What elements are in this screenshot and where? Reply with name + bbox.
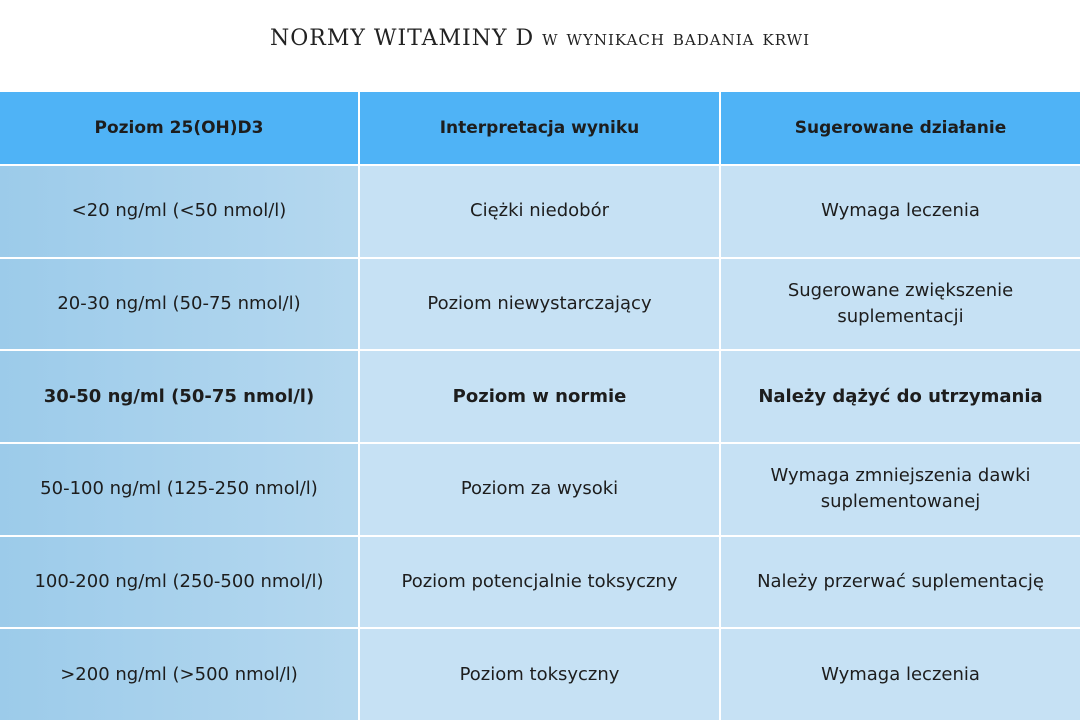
table-cell: Poziom za wysoki [360, 443, 719, 535]
title: NORMY WITAMINY D w wynikach badania krwi [269, 26, 811, 51]
table-cell: Należy dążyć do utrzymania [721, 351, 1080, 442]
table-cell: Poziom toksyczny [360, 629, 719, 720]
table-cell: 20-30 ng/ml (50-75 nmol/l) [0, 258, 358, 350]
table-cell: Wymaga zmniejszenia dawki suplementowane… [721, 443, 1080, 535]
column-header: Sugerowane działanie [721, 92, 1080, 164]
table-cell: Sugerowane zwiększenie suplementacji [721, 258, 1080, 350]
table-cell: >200 ng/ml (>500 nmol/l) [0, 629, 358, 720]
table-cell: Poziom niewystarczający [360, 258, 719, 350]
table-cell: Wymaga leczenia [721, 166, 1080, 257]
column-header: Interpretacja wyniku [360, 92, 719, 164]
table: Poziom 25(OH)D3 Interpretacja wyniku Suger… [0, 92, 1080, 720]
table-cell: 100-200 ng/ml (250-500 nmol/l) [0, 536, 358, 628]
table-cell: 30-50 ng/ml (50-75 nmol/l) [0, 351, 358, 442]
column-header: Poziom 25(OH)D3 [0, 92, 358, 164]
table-cell: <20 ng/ml (<50 nmol/l) [0, 166, 358, 257]
table-cell: Wymaga leczenia [721, 629, 1080, 720]
table-cell: Poziom w normie [360, 351, 719, 442]
table-cell: Ciężki niedobór [360, 166, 719, 257]
table-cell: Poziom potencjalnie toksyczny [360, 536, 719, 628]
table-cell: 50-100 ng/ml (125-250 nmol/l) [0, 443, 358, 535]
table-cell: Należy przerwać suplementację [721, 536, 1080, 628]
